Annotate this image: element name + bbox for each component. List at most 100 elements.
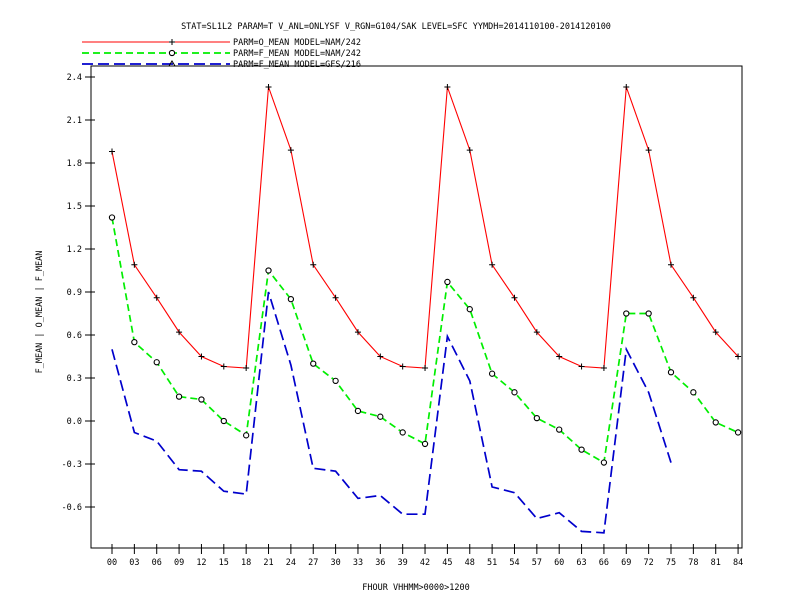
y-tick-label: -0.3 [62,460,82,470]
data-point [422,364,429,371]
y-axis: 2.4 2.1 1.8 1.5 1.2 0.9 0.6 0.3 0.0 -0.3 -0.6 [62,73,95,513]
data-point [734,429,742,436]
data-point [668,261,674,268]
x-tick-label: 00 [107,558,117,568]
x-tick-label: 39 [398,558,408,568]
x-tick-label: 81 [711,558,721,568]
y-tick-label: 0.6 [67,331,82,341]
data-point [645,310,652,317]
x-tick-label: 57 [532,558,542,568]
legend-label: PARM=O_MEAN MODEL=NAM/242 [233,38,361,48]
data-point [332,377,339,385]
data-point [310,261,317,268]
x-tick-label: 06 [152,558,162,568]
data-point [243,432,250,439]
data-point [421,440,429,448]
data-point [265,267,272,274]
data-point [108,214,116,221]
data-point [169,39,175,45]
data-point [332,294,339,301]
data-point [600,364,607,371]
plot-area [90,65,743,549]
data-point [265,84,272,91]
data-point [578,363,585,370]
data-point [712,329,719,336]
data-point [287,147,294,154]
data-point [533,414,540,422]
x-tick-label: 24 [286,558,296,568]
series-group [108,84,742,534]
data-point [690,389,697,396]
series-line [111,291,672,534]
data-point [645,147,652,154]
x-tick-label: 69 [621,558,631,568]
data-point [354,329,361,336]
data-point [690,294,697,301]
x-tick-label: 66 [599,558,609,568]
data-point [175,393,183,400]
data-point [220,363,227,370]
y-tick-label: -0.6 [62,503,82,513]
data-point [354,407,362,415]
data-point [153,359,160,366]
series [108,214,742,466]
x-tick-label: 75 [666,558,676,568]
legend-label: PARM=F_MEAN MODEL=NAM/242 [233,49,361,59]
y-tick-label: 0.3 [67,374,82,384]
x-tick-label: 63 [576,558,586,568]
x-tick-label: 72 [644,558,654,568]
data-point [243,364,250,371]
data-point [377,413,384,420]
data-point [399,363,406,370]
series [111,291,672,534]
x-tick-label: 36 [375,558,385,568]
data-point [556,353,563,360]
data-point [533,329,540,336]
series-line [111,217,739,464]
data-point [600,459,608,466]
data-point [466,147,473,154]
data-point [489,261,496,268]
data-point [109,148,115,155]
x-tick-label: 18 [241,558,251,568]
x-tick-label: 78 [688,558,698,568]
data-point [168,49,176,57]
series [109,84,742,371]
x-tick-label: 42 [420,558,430,568]
x-tick-label: 15 [219,558,229,568]
data-point [399,429,406,436]
y-tick-label: 2.1 [67,116,82,126]
data-point [466,306,473,313]
y-tick-label: 1.2 [67,245,82,255]
data-point [287,296,295,303]
x-tick-label: 27 [308,558,318,568]
data-point [712,419,719,426]
x-tick-label: 54 [509,558,519,568]
data-point [310,360,317,367]
data-point [176,329,183,336]
y-tick-label: 1.8 [67,159,82,169]
data-point [578,446,585,453]
data-point [511,294,518,301]
x-tick-label: 30 [330,558,340,568]
data-point [377,353,384,360]
y-tick-label: 2.4 [67,73,82,83]
data-point [131,261,138,268]
y-tick-label: 1.5 [67,202,82,212]
data-point [444,278,451,286]
x-axis: 00 03 06 09 12 15 18 21 24 27 30 33 36 39 42 45 48 51 54 57… [107,544,743,568]
data-point [511,389,518,396]
x-tick-label: 84 [733,558,743,568]
chart-title: STAT=SL1L2 PARAM=T V_ANL=ONLYSF V_RGN=G1… [181,22,611,32]
data-point [667,369,675,376]
x-axis-label: FHOUR VHHMM>0000>1200 [362,583,469,593]
y-tick-label: 0.0 [67,417,82,427]
data-point [623,310,630,317]
x-tick-label: 09 [174,558,184,568]
x-tick-label: 33 [353,558,363,568]
data-point [153,294,160,301]
data-point [735,353,742,360]
data-point [623,84,630,91]
data-point [220,417,227,425]
data-point [198,353,205,360]
